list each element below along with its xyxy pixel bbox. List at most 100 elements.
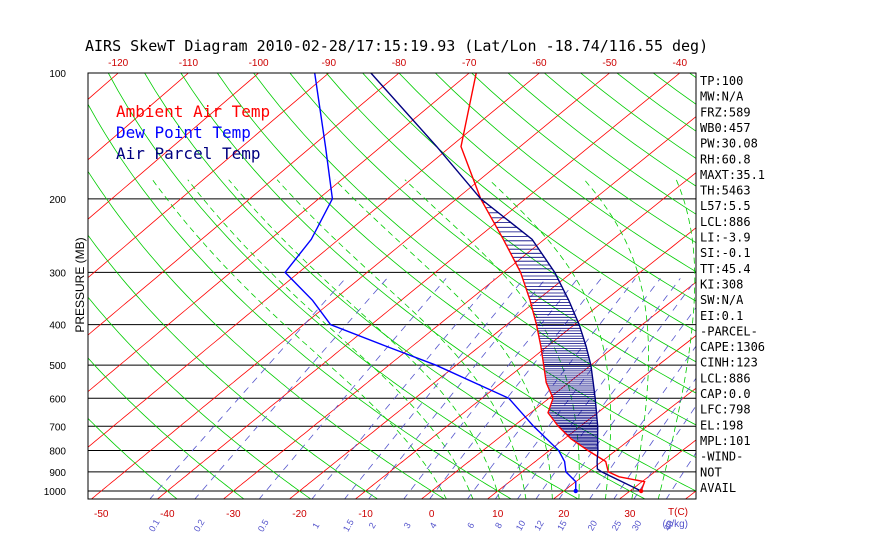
stability-index: TP:100 [700,74,743,88]
legend-entry: Air Parcel Temp [116,144,261,163]
dry-adiabat-line [434,73,696,273]
legend-entry: Dew Point Temp [116,123,251,142]
dry-adiabat-line [507,73,696,215]
mixing-ratio-label: 0.5 [256,518,271,534]
legend-entry: Ambient Air Temp [116,102,270,121]
x-tick-label-bottom: 30 [624,509,636,520]
dry-adiabat-line [88,103,512,499]
mixing-ratio-line [633,405,696,499]
isotherm-line [88,73,330,279]
mixing-ratio-unit-label: (g/kg) [662,519,688,530]
y-tick-label: 1000 [44,487,67,498]
dry-adiabat-line [144,73,646,499]
mixing-ratio-line [613,377,696,499]
x-tick-label-bottom: -50 [94,509,109,520]
mixing-ratio-line [466,278,636,499]
moist-adiabat-line [187,179,474,499]
y-tick-label: 200 [49,195,66,206]
mixing-ratio-line [589,345,696,499]
stability-index: RH:60.8 [700,152,751,166]
mixing-ratio-label: 0.2 [192,518,207,534]
mixing-ratio-line [258,278,447,499]
dry-adiabat-line [770,54,870,500]
stability-index: L57:5.5 [700,199,751,213]
stability-index: EL:198 [700,418,743,432]
ambient-air-temp-profile [460,73,646,492]
mixing-ratio-label: 40 [662,519,676,533]
mixing-ratio-label: 10 [514,519,528,533]
stability-index: AVAIL [700,481,736,495]
mixing-ratio-label: 1.5 [341,518,356,534]
mixing-ratio-line [665,451,696,499]
x-tick-label-top: -80 [392,58,407,69]
stability-index: MPL:101 [700,434,751,448]
moist-adiabat-line [152,179,447,499]
x-tick-label-bottom: 20 [558,509,570,520]
dry-adiabat-line [362,73,696,332]
dry-adiabat-line [107,73,579,499]
x-tick-label-bottom: -40 [160,509,175,520]
x-tick-label-bottom: -20 [292,509,307,520]
stability-index: TT:45.4 [700,262,751,276]
stability-index: -WIND- [700,450,743,464]
dew-point-temp-profile [284,73,577,492]
mixing-ratio-line [516,278,681,499]
isotherm-line [222,116,696,499]
dry-adiabat-line [325,73,696,363]
y-tick-label: 100 [49,69,66,80]
stability-index: LI:-3.9 [700,231,751,245]
stability-index: PW:30.08 [700,137,758,151]
y-axis-label: PRESSURE (MB) [73,237,87,332]
dry-adiabat-line [471,73,696,244]
x-tick-label-top: -70 [462,58,477,69]
mixing-ratio-line [558,306,696,499]
mixing-ratio-label: 15 [555,519,569,533]
mixing-ratio-line [429,278,602,499]
x-axis-unit-label: T(C) [668,507,688,518]
mixing-ratio-label: 4 [428,521,439,530]
y-tick-label: 800 [49,446,66,457]
x-tick-label-top: -90 [322,58,337,69]
chart-title: AIRS SkewT Diagram 2010-02-28/17:15:19.9… [85,37,708,55]
isotherm-line [354,227,696,499]
legend: Ambient Air Temp Dew Point Temp Air Parcel… [116,102,270,163]
mixing-ratio-label: 6 [465,521,476,530]
mixing-ratio-label: 30 [630,519,644,533]
stability-index: TH:5463 [700,184,751,198]
mixing-ratio-line [194,278,388,499]
stability-index: EI:0.1 [700,309,743,323]
mixing-ratio-line [535,278,696,499]
temperature-surface-marker [638,488,644,494]
mixing-ratio-line [311,278,495,499]
dry-adiabat-line [88,234,379,499]
moist-adiabat-line [657,179,696,499]
moist-adiabat-line [334,179,553,499]
dry-adiabat-line [735,54,870,500]
isotherm-line [288,172,696,499]
stability-index: MW:N/A [700,90,744,104]
mixing-ratio-label: 8 [493,521,504,530]
stability-index: KI:308 [700,277,743,291]
air-parcel-temp-profile [370,73,642,492]
isotherm-line [156,73,681,499]
mixing-ratio-label: 25 [610,519,624,533]
stability-index: -PARCEL- [700,324,758,338]
dry-adiabat-line [806,54,870,500]
stability-index: LFC:798 [700,403,751,417]
mixing-ratio-label: 20 [586,519,600,533]
mixing-ratio-label: 3 [402,521,413,530]
moist-adiabat-line [584,179,649,499]
mixing-ratio-line [149,278,346,499]
dry-adiabat-line [88,357,245,499]
x-tick-label-top: -110 [179,58,199,69]
mixing-ratio-line [344,278,525,499]
dry-adiabat-line [216,73,696,459]
mixing-ratio-label: 1 [310,521,321,530]
mixing-ratio-line [403,278,579,499]
isotherm-line [750,54,870,500]
isotherm-line [90,73,611,499]
x-tick-label-bottom: 0 [429,509,435,520]
